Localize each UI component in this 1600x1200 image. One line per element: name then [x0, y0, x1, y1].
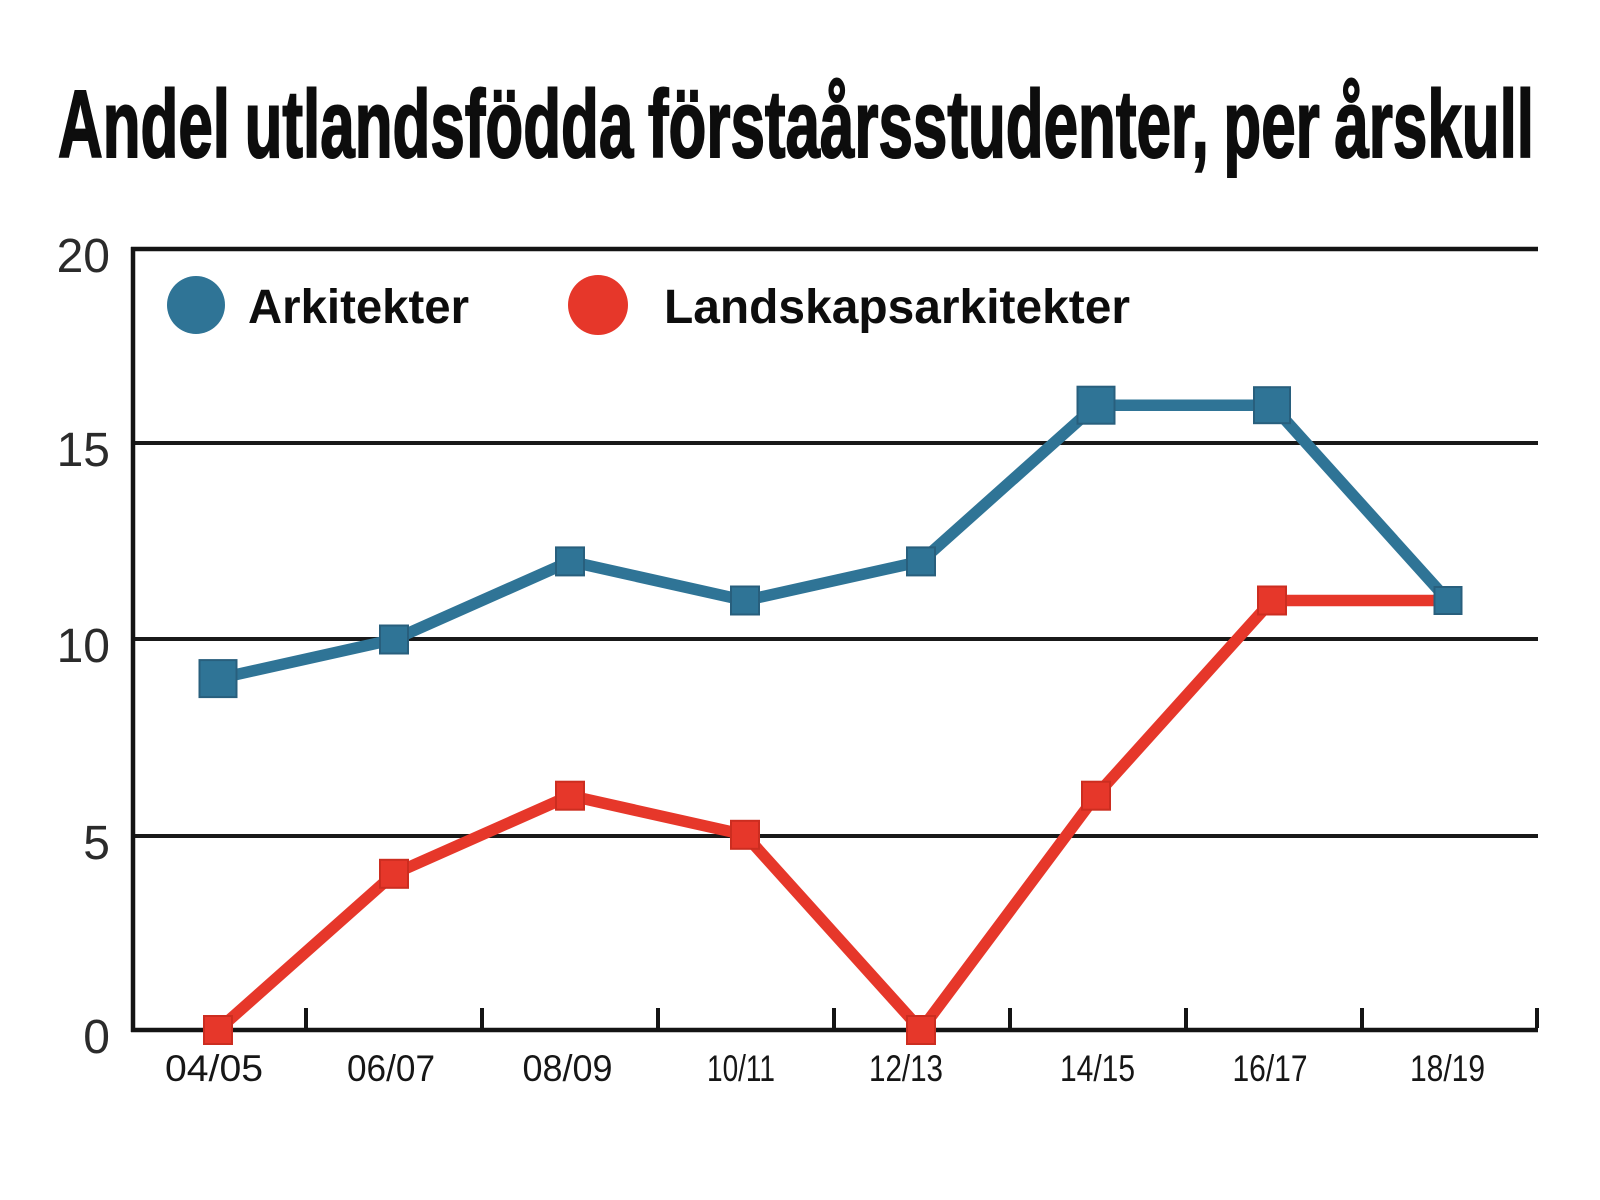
svg-text:12/13: 12/13: [869, 1048, 943, 1089]
svg-text:08/09: 08/09: [523, 1048, 613, 1089]
svg-text:10/11: 10/11: [707, 1048, 775, 1089]
svg-text:Landskapsarkitekter: Landskapsarkitekter: [664, 281, 1130, 334]
svg-text:10: 10: [57, 620, 110, 673]
svg-text:06/07: 06/07: [347, 1048, 435, 1089]
svg-text:20: 20: [57, 230, 110, 283]
svg-text:18/19: 18/19: [1410, 1048, 1485, 1089]
svg-text:0: 0: [83, 1011, 110, 1064]
svg-text:5: 5: [83, 817, 110, 870]
svg-text:Arkitekter: Arkitekter: [248, 281, 469, 334]
svg-text:Andel utlandsfödda förstaårsst: Andel utlandsfödda förstaårsstudenter, p…: [58, 71, 1534, 178]
svg-text:14/15: 14/15: [1060, 1048, 1135, 1089]
svg-text:16/17: 16/17: [1233, 1048, 1308, 1089]
svg-text:04/05: 04/05: [165, 1048, 263, 1089]
svg-text:15: 15: [57, 424, 110, 477]
